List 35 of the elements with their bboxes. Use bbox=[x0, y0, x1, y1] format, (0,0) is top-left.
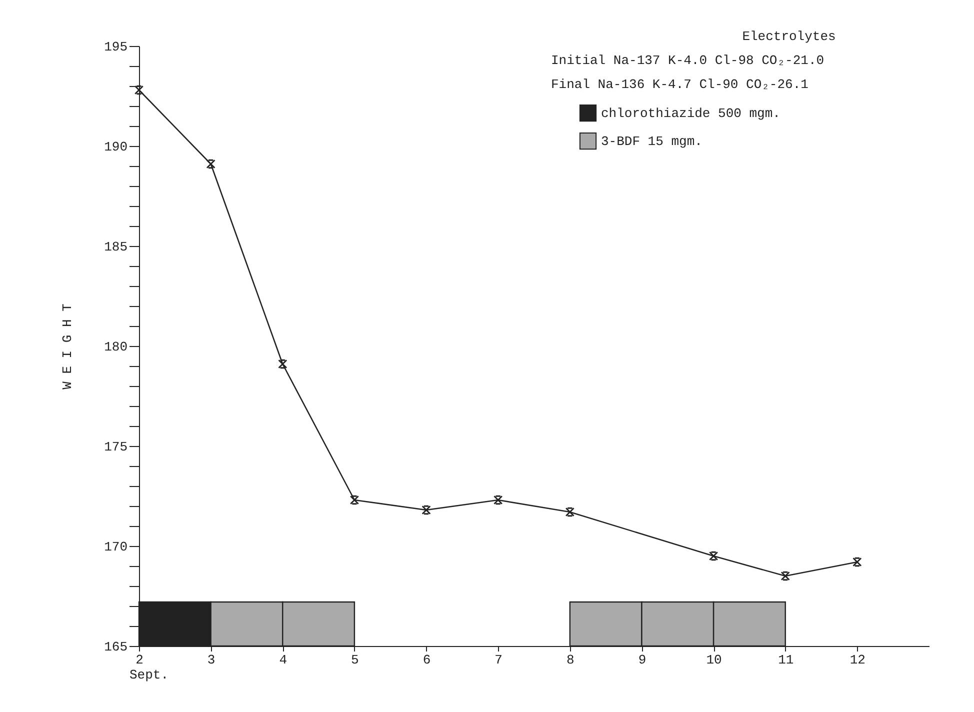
y-tick-label: 195 bbox=[104, 40, 128, 54]
point bbox=[494, 495, 503, 505]
x-tick-label: 5 bbox=[351, 652, 359, 668]
point bbox=[134, 85, 144, 95]
x-tick-label: 8 bbox=[566, 652, 574, 668]
legend-label: chlorothiazide 500 mgm. bbox=[601, 106, 780, 121]
text: Electrolytes bbox=[742, 29, 836, 44]
point bbox=[278, 359, 288, 369]
x-tick-label: 6 bbox=[422, 652, 431, 668]
point bbox=[206, 159, 216, 169]
x-tick-label: 9 bbox=[638, 652, 646, 668]
point bbox=[350, 495, 360, 505]
point bbox=[852, 557, 862, 567]
y-tick-label: 175 bbox=[104, 440, 128, 454]
y-tick-label: 190 bbox=[104, 140, 128, 154]
point bbox=[565, 507, 574, 517]
x-tick-label: 4 bbox=[279, 652, 288, 668]
point bbox=[422, 505, 431, 515]
x-tick-label: 12 bbox=[850, 652, 866, 668]
x-tick-label: 3 bbox=[207, 652, 216, 668]
x-tick-label: 11 bbox=[778, 652, 794, 668]
x-tick-label: 2 bbox=[136, 652, 144, 668]
x-tick-label: 7 bbox=[494, 652, 502, 668]
x-tick-label: 10 bbox=[706, 652, 722, 668]
y-tick-label: 170 bbox=[104, 540, 128, 554]
y-tick-label: 180 bbox=[104, 340, 128, 354]
point bbox=[708, 551, 718, 561]
y-tick-label: 185 bbox=[104, 240, 128, 254]
annotation: Final Na-136 K-4.7 Cl-90 CO₂-26.1 bbox=[551, 77, 809, 92]
x-axis-title: Sept. bbox=[130, 668, 169, 682]
y-tick-label: 165 bbox=[104, 640, 128, 654]
y-axis-title: W E I G H T bbox=[60, 303, 76, 390]
point bbox=[780, 571, 790, 581]
annotation: Initial Na-137 K-4.0 Cl-98 CO₂-21.0 bbox=[551, 53, 824, 68]
legend-label: 3-BDF 15 mgm. bbox=[601, 134, 702, 149]
